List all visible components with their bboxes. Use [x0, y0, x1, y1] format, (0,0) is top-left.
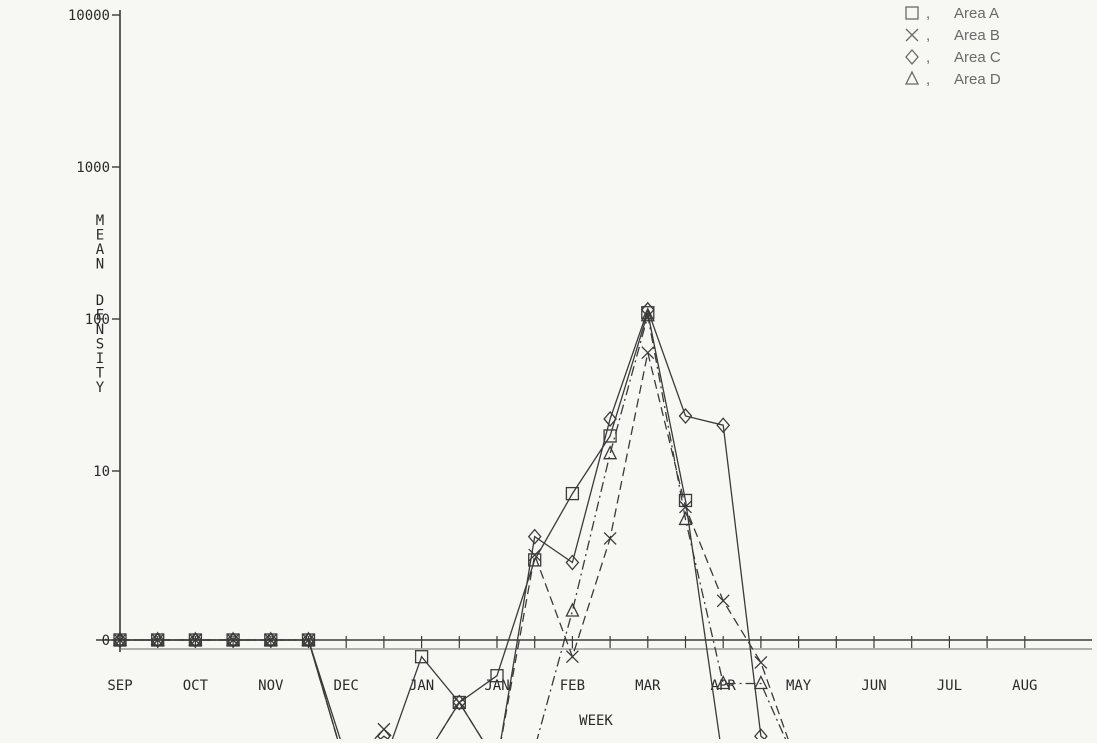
legend-separator: , [926, 49, 930, 66]
series-area-d [112, 307, 788, 743]
diamond-marker [188, 632, 203, 648]
diamond-marker [565, 554, 580, 571]
diamond-marker [716, 417, 731, 434]
x-tick-label: MAY [786, 678, 812, 694]
y-tick-label: 10000 [68, 8, 110, 24]
legend-separator: , [926, 27, 930, 44]
triangle-marker [716, 675, 731, 690]
legend: , Area A, Area B, Area C, Area D [904, 5, 1001, 88]
triangle-marker [565, 602, 580, 617]
y-tick-label: 0 [102, 633, 110, 649]
cross-marker [905, 28, 919, 42]
triangle-marker [753, 675, 768, 690]
legend-separator: , [926, 5, 930, 22]
triangle-marker [640, 307, 655, 322]
x-tick-label: MAR [635, 678, 661, 694]
series-area-a [113, 306, 721, 743]
x-tick-label: NOV [258, 678, 284, 694]
series-area-c [113, 301, 770, 743]
x-tick-label: SEP [107, 678, 132, 694]
triangle-marker [263, 631, 278, 646]
diamond-marker [301, 632, 316, 648]
triangle-marker [678, 510, 693, 526]
triangle-marker [904, 70, 920, 85]
triangle-marker [150, 631, 165, 646]
series-line [120, 352, 791, 743]
legend-entry-label: Area B [954, 27, 1000, 44]
diamond-marker [754, 728, 768, 743]
legend-entry-label: Area A [954, 5, 999, 22]
cross-marker [603, 531, 617, 545]
diamond-marker [263, 632, 278, 648]
y-tick-label: 1000 [76, 160, 110, 176]
triangle-marker [226, 631, 241, 646]
cross-marker [641, 346, 655, 360]
x-tick-label: JUL [937, 678, 962, 694]
diamond-marker [905, 49, 919, 65]
x-tick-label: APR [711, 678, 737, 694]
cross-marker [565, 650, 579, 664]
diamond-marker [377, 728, 391, 743]
x-tick-label: JUN [861, 678, 886, 694]
square-marker [603, 429, 617, 443]
series-layer [112, 301, 791, 743]
x-tick-label: FEB [560, 678, 585, 694]
legend-entry-label: Area C [954, 49, 1001, 66]
x-tick-label: DEC [334, 678, 359, 694]
legend-separator: , [926, 71, 930, 88]
diamond-marker [113, 632, 127, 648]
square-marker [565, 486, 580, 501]
x-tick-label: JAN [409, 678, 434, 694]
series-line [120, 312, 721, 743]
cross-marker [679, 500, 692, 514]
diamond-marker [452, 694, 467, 711]
cross-marker [716, 594, 730, 608]
square-marker [528, 553, 542, 567]
diamond-marker [226, 632, 240, 648]
square-marker [490, 669, 504, 683]
x-axis-label: WEEK [579, 713, 613, 729]
diamond-marker [527, 528, 542, 545]
diamond-marker [678, 408, 693, 425]
diamond-marker [150, 632, 165, 648]
series-line [120, 307, 770, 743]
series-line [120, 315, 788, 743]
cross-marker [754, 656, 768, 669]
triangle-marker [112, 631, 128, 646]
diamond-marker [603, 410, 617, 427]
triangle-marker [188, 631, 203, 646]
square-marker [414, 650, 429, 664]
triangle-marker [603, 445, 618, 460]
y-tick-label: 100 [85, 312, 110, 328]
square-marker [905, 6, 919, 20]
legend-entry-label: Area D [954, 71, 1001, 88]
x-tick-label: OCT [183, 678, 209, 694]
y-tick-label: 10 [93, 464, 110, 480]
triangle-marker [301, 631, 316, 646]
x-tick-label: JAN [484, 678, 509, 694]
x-tick-label: AUG [1012, 678, 1037, 694]
